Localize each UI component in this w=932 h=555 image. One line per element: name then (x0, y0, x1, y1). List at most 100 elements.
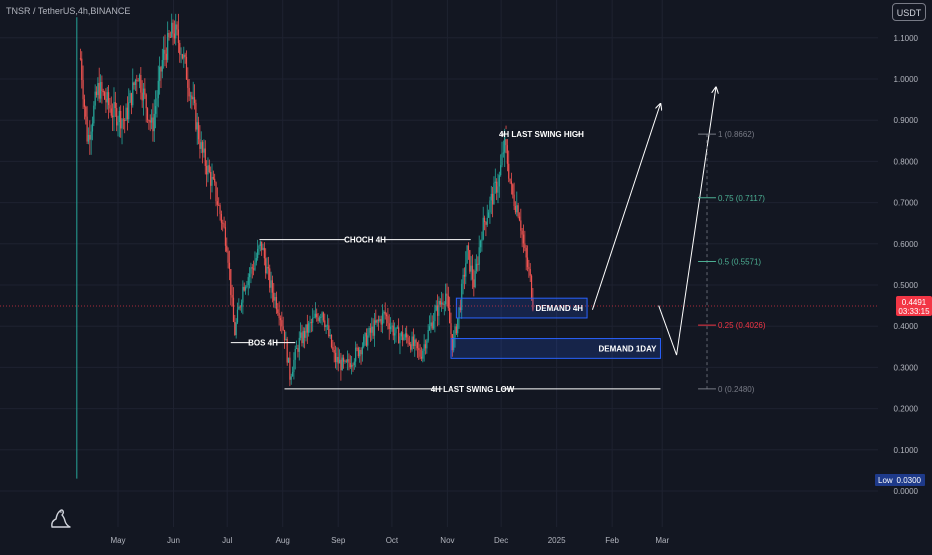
candle-body (203, 148, 205, 153)
candle-body (79, 58, 82, 60)
candle-body (207, 165, 209, 175)
candle-body (81, 58, 83, 81)
candle-body (489, 200, 491, 213)
candle-body (516, 205, 518, 213)
currency-button[interactable]: USDT (892, 3, 926, 21)
symbol-name[interactable]: TNSR / TetherUS (6, 6, 76, 16)
candle-body (440, 302, 443, 305)
candle-body (163, 49, 165, 60)
candle-body (422, 350, 424, 359)
y-axis-tick-label: 0.3000 (894, 363, 919, 372)
candle-body (82, 80, 84, 100)
candle-body (85, 106, 87, 117)
candle-body (432, 321, 435, 329)
candle-body (512, 184, 514, 195)
candle-body (240, 302, 243, 307)
candle-body (179, 42, 181, 55)
candle-body (154, 106, 157, 114)
candle-body (200, 142, 202, 149)
candle-body (504, 131, 506, 153)
y-axis-tick-label: 0.1000 (894, 446, 919, 455)
candle-body (295, 348, 298, 350)
low-marker-label: Low (878, 476, 893, 485)
symbol-header[interactable]: TNSR / TetherUS, 4h, BINANCE (6, 6, 130, 16)
candle-body (420, 356, 423, 359)
candle-body (133, 82, 135, 86)
candle-body (364, 333, 366, 337)
candle-body (128, 102, 130, 120)
candle-body (391, 325, 393, 327)
candle-body (98, 83, 100, 99)
candle-body (501, 153, 503, 166)
candle-body (431, 322, 433, 329)
label-bg (249, 337, 278, 348)
candle-body (434, 310, 436, 322)
candle-body (175, 24, 177, 39)
header-sep-2: , (87, 6, 91, 16)
candle-body (406, 333, 408, 338)
candle-body (408, 342, 410, 345)
candle-body (160, 67, 162, 72)
candle-body (199, 139, 201, 149)
candle-body (436, 305, 439, 316)
demand-4h-box (455, 297, 588, 319)
candle-body (146, 108, 149, 120)
candle-body (265, 258, 267, 274)
candle-body (430, 322, 432, 327)
candle-body (359, 349, 361, 357)
candle-body (183, 54, 185, 59)
candle-body (525, 247, 527, 258)
candle-body (266, 266, 268, 274)
candle-body (234, 321, 236, 336)
projection-arrow (658, 305, 678, 356)
candle-body (412, 336, 414, 347)
swing-low-label: 4H LAST SWING LOW (431, 385, 515, 394)
candle-body (310, 322, 312, 324)
candle-body (287, 357, 290, 363)
candle-body (184, 54, 186, 57)
candle-body (164, 49, 166, 54)
candle-body (105, 99, 107, 103)
candle-body (466, 245, 468, 264)
candle-body (414, 339, 416, 347)
candle-body (367, 335, 369, 346)
candle-body (172, 22, 174, 34)
candle-body (361, 346, 363, 355)
low-marker-value: 0.0300 (897, 476, 922, 485)
candle-body (232, 297, 235, 322)
candle-body (126, 107, 128, 120)
candle-body (275, 297, 278, 310)
candle-body (121, 119, 123, 129)
candle-body (423, 344, 425, 351)
candle-body (159, 67, 161, 81)
candle-body (469, 250, 471, 272)
candle-body (171, 22, 173, 38)
candle-body (226, 245, 228, 252)
candle-body (355, 347, 357, 362)
interval-label[interactable]: 4h (77, 6, 88, 16)
candle-body (219, 205, 221, 214)
swing-high-label: 4H LAST SWING HIGH (499, 130, 584, 139)
candles-group (79, 13, 534, 387)
candle-body (424, 344, 427, 349)
candle-body (313, 317, 315, 319)
candle-body (402, 332, 404, 341)
x-axis-tick-label: Jul (222, 536, 232, 545)
candle-body (236, 309, 239, 323)
candle-body (522, 234, 525, 244)
y-axis-tick-label: 0.8000 (894, 157, 919, 166)
candle-body (206, 165, 208, 175)
candle-body (410, 344, 412, 350)
candle-body (157, 80, 159, 99)
candle-body (117, 121, 119, 126)
candle-body (449, 308, 451, 324)
candle-body (383, 311, 385, 314)
candle-body (348, 359, 350, 364)
y-axis-tick-label: 0.5000 (894, 281, 919, 290)
candle-body (475, 263, 478, 271)
candle-body (269, 268, 271, 288)
candle-body (392, 325, 394, 336)
candle-body (325, 325, 327, 328)
